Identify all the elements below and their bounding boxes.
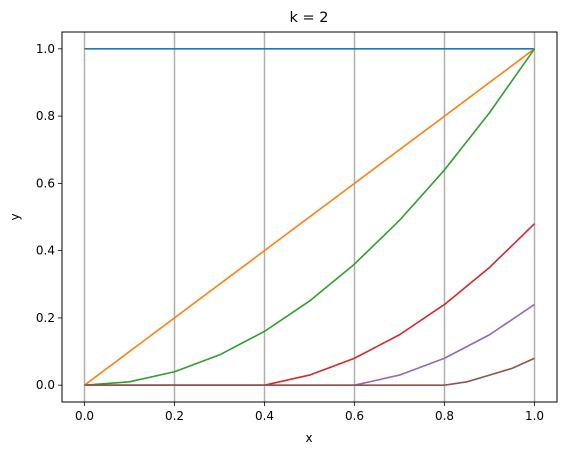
y-tick-label-3: 0.6 — [36, 176, 55, 190]
x-tick-label-5: 1.0 — [525, 409, 544, 423]
x-tick-label-2: 0.4 — [255, 409, 274, 423]
y-tick-label-2: 0.4 — [36, 244, 55, 258]
chart-title: k = 2 — [290, 10, 329, 26]
series-layer — [84, 48, 536, 386]
x-axis-ticks: 0.0 0.2 0.4 0.6 0.8 1.0 — [75, 402, 544, 423]
x-tick-label-1: 0.2 — [165, 409, 184, 423]
series-line-2 — [84, 48, 535, 386]
gridlines — [83, 32, 536, 402]
y-tick-label-5: 1.0 — [36, 42, 55, 56]
series-line-5 — [84, 303, 535, 386]
y-tick-label-4: 0.8 — [36, 109, 55, 123]
x-tick-label-0: 0.0 — [75, 409, 94, 423]
x-tick-label-4: 0.8 — [435, 409, 454, 423]
series-line-4 — [84, 223, 536, 386]
series-line-3 — [84, 48, 536, 386]
y-axis-ticks: 0.0 0.2 0.4 0.6 0.8 1.0 — [36, 42, 62, 392]
y-tick-label-0: 0.0 — [36, 378, 55, 392]
y-tick-label-1: 0.2 — [36, 311, 55, 325]
x-tick-label-3: 0.6 — [345, 409, 364, 423]
y-axis-label: y — [8, 213, 22, 220]
x-axis-label: x — [305, 431, 312, 445]
plot-frame — [61, 31, 558, 403]
series-line-6 — [84, 357, 535, 386]
